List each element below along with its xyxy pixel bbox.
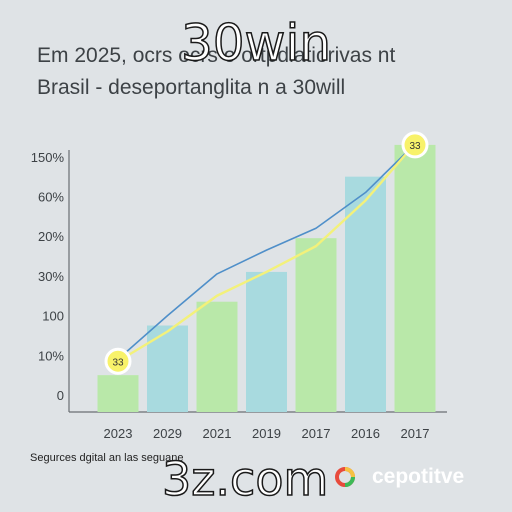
watermark-domain: 3z.com — [161, 451, 329, 507]
headline-line-1: Em 2025, ocrs ocrs o ortpdiatiorivas nt — [37, 44, 396, 67]
marker-dot — [401, 131, 429, 159]
x-tick-label: 2023 — [104, 426, 133, 441]
bar — [147, 325, 188, 412]
marker-dot — [104, 347, 132, 375]
headline: Em 2025, ocrs ocrs o ortpdiatiorivas nt … — [37, 40, 497, 104]
headline-line-2: Brasil - deseportanglita n a 30will — [37, 76, 346, 99]
brand-name: cepotitve — [372, 465, 465, 488]
footer-text: Segurces dgital an las seguane — [30, 452, 184, 464]
x-tick-label: 2017 — [302, 426, 331, 441]
y-tick-label: 10% — [38, 348, 64, 363]
watermark-top: 30win — [180, 13, 332, 73]
x-tick-label: 2019 — [252, 426, 281, 441]
bar — [394, 144, 436, 412]
marker: 33 — [401, 131, 429, 159]
y-tick-label: 150% — [31, 150, 65, 165]
x-tick-label: 2017 — [401, 426, 430, 441]
markers: 33 33 — [104, 131, 429, 375]
y-tick-label: 0 — [57, 388, 64, 403]
x-tick-label: 2016 — [351, 426, 380, 441]
bar — [295, 238, 337, 412]
bar — [345, 176, 386, 412]
y-tick-label: 60% — [38, 190, 64, 205]
logo-arc-yellow — [344, 467, 355, 478]
bar — [246, 271, 287, 412]
x-axis-labels: 2023 2029 2021 2019 2017 2016 2017 — [104, 426, 430, 441]
marker-label: 33 — [112, 357, 124, 368]
logo-arc-green — [344, 476, 355, 487]
bars — [97, 144, 436, 412]
y-tick-label: 30% — [38, 269, 64, 284]
bar — [196, 301, 238, 412]
y-tick-label: 100 — [42, 309, 64, 324]
trend-lines — [117, 144, 415, 363]
brand-logo-icon — [335, 467, 355, 487]
x-tick-label: 2021 — [203, 426, 232, 441]
x-tick-label: 2029 — [153, 426, 182, 441]
trend-line-yellow — [117, 144, 415, 363]
y-axis-labels: 0 10% 100 30% 20% 60% 150% — [31, 150, 65, 403]
y-tick-label: 20% — [38, 229, 64, 244]
marker: 33 — [104, 347, 132, 375]
trend-line-blue — [117, 144, 415, 360]
bar — [97, 375, 139, 412]
marker-label: 33 — [409, 141, 421, 152]
